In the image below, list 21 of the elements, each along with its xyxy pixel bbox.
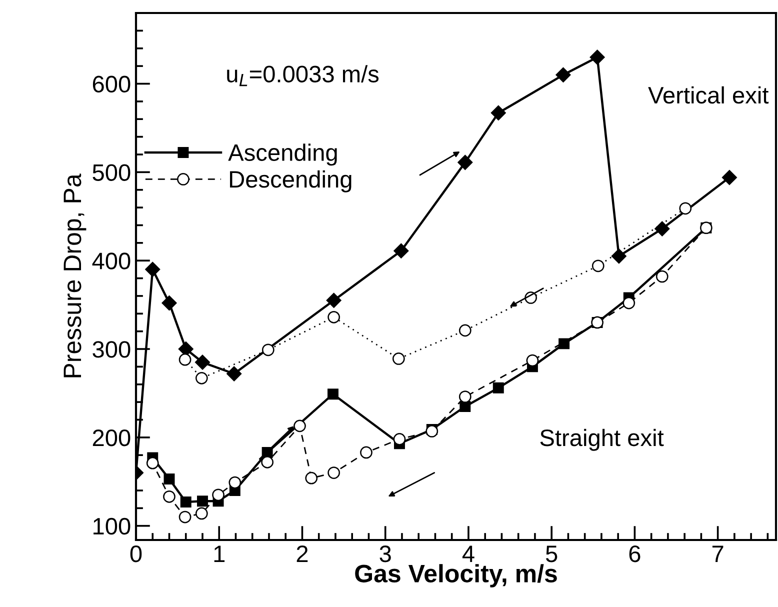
- x-tick-label: 1: [214, 546, 225, 562]
- y-tick-label: 500: [92, 164, 130, 181]
- y-axis-title: Pressure Drop, Pa: [64, 174, 86, 378]
- y-tick-label: 300: [92, 341, 130, 358]
- x-tick-label: 2: [296, 545, 308, 562]
- legend-label: Descending: [230, 170, 352, 192]
- annotation: Straight exit: [540, 428, 664, 451]
- y-tick-label: 200: [92, 430, 130, 446]
- x-tick-label: 7: [712, 546, 724, 562]
- annotation: u$_{L}$=0.0033 m/s: [227, 65, 379, 86]
- x-tick-label: 4: [462, 546, 474, 562]
- y-tick-label: 100: [94, 518, 130, 535]
- y-tick-label: 400: [92, 252, 130, 270]
- x-tick-label: 6: [629, 545, 640, 562]
- y-tick-label: 600: [92, 76, 130, 93]
- x-tick-label: 0: [130, 545, 142, 562]
- x-tick-label: 3: [380, 545, 391, 562]
- legend-label: Ascending: [228, 144, 337, 166]
- annotation: Vertical exit: [648, 86, 769, 104]
- x-tick-label: 5: [546, 546, 558, 562]
- x-axis-title: Gas Velocity, m/s: [355, 564, 557, 588]
